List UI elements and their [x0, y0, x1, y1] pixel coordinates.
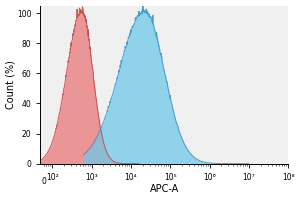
- Text: 0: 0: [41, 177, 46, 186]
- Y-axis label: Count (%): Count (%): [6, 60, 16, 109]
- X-axis label: APC-A: APC-A: [150, 184, 179, 194]
